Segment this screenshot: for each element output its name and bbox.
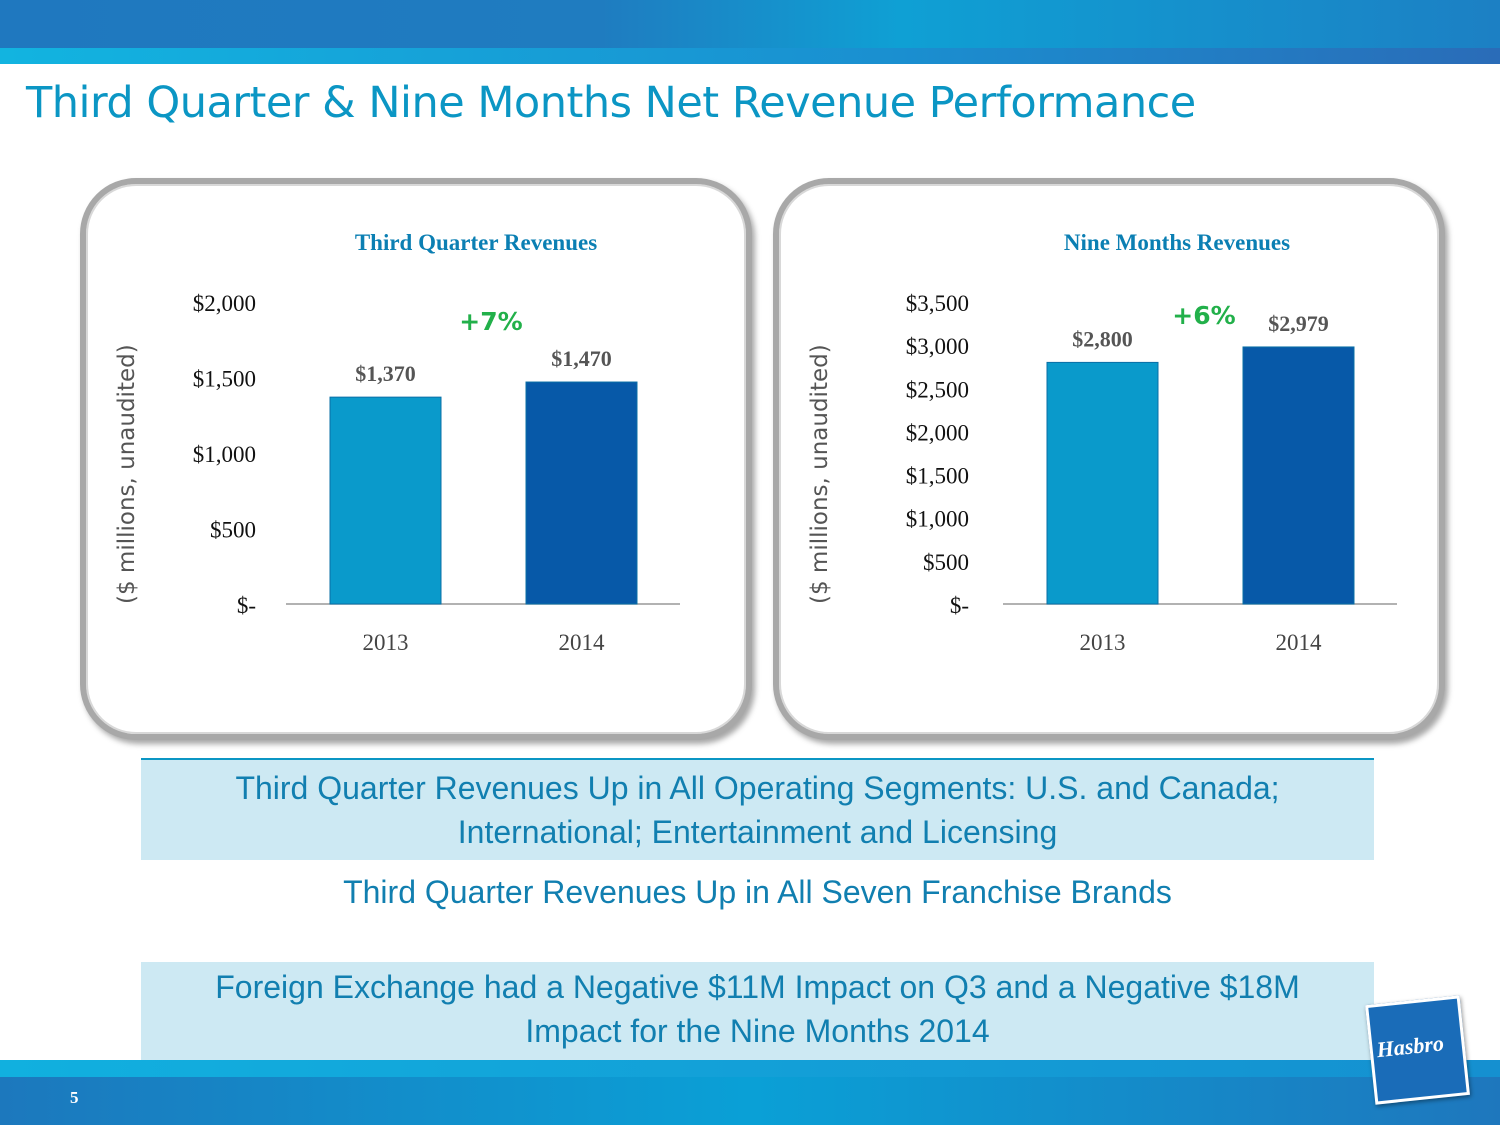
y-tick-label: $- <box>237 593 256 618</box>
chart-quarter: Third Quarter Revenues $- $500 $1,000 $1,500… <box>193 230 680 655</box>
bar-2014 <box>525 381 638 605</box>
bullet-segments: Third Quarter Revenues Up in All Operati… <box>141 758 1374 860</box>
footer-band <box>0 1060 1500 1125</box>
chart-title: Third Quarter Revenues <box>355 230 597 255</box>
page-number: 5 <box>70 1088 79 1107</box>
y-tick-label: $1,500 <box>193 367 256 392</box>
y-tick-label: $1,000 <box>906 507 969 532</box>
chart-panel-nine-months: ($ millions, unaudited) Nine Months Reve… <box>773 178 1445 740</box>
bullet-fx: Foreign Exchange had a Negative $11M Imp… <box>141 962 1374 1060</box>
chart-nine-months: Nine Months Revenues $- $500 $1,000 $1,500 $2… <box>906 230 1397 655</box>
y-tick-label: $2,000 <box>193 291 256 316</box>
y-tick-label: $500 <box>923 550 969 575</box>
growth-annotation: +7% <box>459 307 522 336</box>
data-label: $1,370 <box>355 361 416 386</box>
y-tick-label: $3,000 <box>906 334 969 359</box>
bar-2013 <box>1046 361 1159 605</box>
y-tick-label: $1,000 <box>193 442 256 467</box>
x-tick-label: 2014 <box>559 630 606 655</box>
y-tick-label: $1,500 <box>906 464 969 489</box>
bar-2014 <box>1242 346 1355 605</box>
header-band <box>0 0 1500 64</box>
y-tick-label: $- <box>950 593 969 618</box>
x-tick-label: 2013 <box>1080 630 1126 655</box>
y-tick-label: $2,000 <box>906 420 969 445</box>
chart-title: Nine Months Revenues <box>1064 230 1290 255</box>
y-tick-label: $2,500 <box>906 377 969 402</box>
data-label: $2,979 <box>1268 311 1329 336</box>
y-tick-label: $500 <box>210 518 256 543</box>
x-tick-label: 2013 <box>363 630 409 655</box>
hasbro-logo: Hasbro <box>1365 995 1470 1105</box>
bullet-brands: Third Quarter Revenues Up in All Seven F… <box>343 874 1172 910</box>
page-title: Third Quarter & Nine Months Net Revenue … <box>26 78 1196 128</box>
y-tick-label: $3,500 <box>906 291 969 316</box>
bar-2013 <box>329 396 442 605</box>
chart-panel-quarter: ($ millions, unaudited) Third Quarter Re… <box>80 178 752 740</box>
growth-annotation: +6% <box>1172 301 1235 330</box>
data-label: $1,470 <box>551 346 612 371</box>
data-label: $2,800 <box>1072 326 1133 351</box>
x-tick-label: 2014 <box>1276 630 1323 655</box>
